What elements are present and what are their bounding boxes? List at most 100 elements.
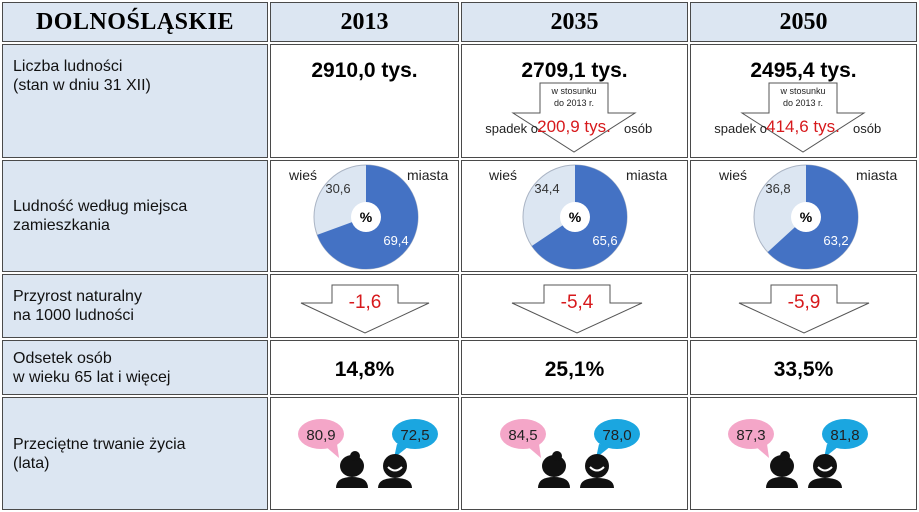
residence-cell-2050: wieś miasta % 36,8 63,2	[690, 160, 917, 272]
row-label-line2: (lata)	[13, 454, 50, 472]
elderly-cell-2050: 33,5%	[690, 340, 917, 395]
urban-label: miasta	[626, 167, 667, 183]
man-icon	[808, 454, 842, 488]
men-life-expectancy: 78,0	[602, 427, 631, 444]
row-label-line1: Przeciętne trwanie życia	[13, 435, 186, 453]
elderly-cell-2035: 25,1%	[461, 340, 688, 395]
population-cell-2013: 2910,0 tys.	[270, 44, 459, 158]
women-bubble	[500, 419, 546, 458]
urban-share-label: 63,2	[823, 233, 848, 248]
pie-slices	[522, 164, 628, 270]
decline-note-2: do 2013 r.	[783, 98, 823, 108]
life-cell-2050: 87,3 81,8	[690, 397, 917, 510]
row-label-natural-increase: Przyrost naturalny na 1000 ludności	[2, 274, 268, 338]
year-header-2050: 2050	[690, 2, 917, 42]
natural-increase-cell-2013: -1,6	[270, 274, 459, 338]
pie-center-label: %	[360, 209, 373, 225]
men-life-expectancy: 72,5	[400, 427, 429, 444]
men-life-expectancy: 81,8	[830, 427, 859, 444]
population-cell-2035: 2709,1 tys. w stosunku do 2013 r. spadek…	[461, 44, 688, 158]
decline-suffix: osób	[624, 121, 652, 136]
region-header: DOLNOŚLĄSKIE	[2, 2, 268, 42]
population-value: 2709,1 tys.	[521, 59, 628, 82]
year-header-2035: 2035	[461, 2, 688, 42]
decline-value: 200,9 tys.	[537, 117, 611, 136]
row-label-population: Liczba ludności (stan w dniu 31 XII)	[2, 44, 268, 158]
decline-value: 414,6 tys.	[766, 117, 840, 136]
row-label-elderly: Odsetek osób w wieku 65 lat i więcej	[2, 340, 268, 395]
natural-increase-cell-2050: -5,9	[690, 274, 917, 338]
life-expectancy-graphic: 84,5 78,0	[500, 419, 640, 488]
women-bubble	[728, 419, 774, 458]
women-bubble	[298, 419, 344, 458]
residence-cell-2035: wieś miasta % 34,4 65,6	[461, 160, 688, 272]
year-header-2013: 2013	[270, 2, 459, 42]
elderly-cell-2013: 14,8%	[270, 340, 459, 395]
life-cell-2013: 80,9 72,5	[270, 397, 459, 510]
elderly-share-value: 14,8%	[334, 358, 395, 381]
row-label-line2: (stan w dniu 31 XII)	[13, 77, 151, 94]
natural-increase-cell-2035: -5,4	[461, 274, 688, 338]
women-life-expectancy: 80,9	[306, 427, 335, 444]
population-cell-2050: 2495,4 tys. w stosunku do 2013 r. spadek…	[690, 44, 917, 158]
women-life-expectancy: 84,5	[508, 427, 537, 444]
rural-label: wieś	[488, 167, 517, 183]
decline-prefix: spadek o	[485, 121, 538, 136]
urban-label: miasta	[856, 167, 897, 183]
down-arrow: -1,6	[300, 284, 430, 334]
residence-cell-2013: wieś miasta % 30,6 69,4	[270, 160, 459, 272]
pie-slices	[753, 164, 859, 270]
woman-icon	[336, 451, 368, 488]
elderly-share-value: 25,1%	[544, 358, 605, 381]
pie-center	[560, 202, 590, 232]
natural-increase-value: -5,4	[561, 292, 594, 313]
elderly-share-value: 33,5%	[773, 358, 834, 381]
decline-note-1: w stosunku	[779, 86, 825, 96]
life-expectancy-graphic: 80,9 72,5	[298, 419, 438, 488]
woman-icon	[766, 451, 798, 488]
rural-share-label: 30,6	[325, 181, 350, 196]
row-label-line2: w wieku 65 lat i więcej	[13, 368, 171, 386]
woman-icon	[538, 451, 570, 488]
life-cell-2035: 84,5 78,0	[461, 397, 688, 510]
row-label-line1: Ludność według miejsca	[13, 198, 188, 215]
row-label-residence: Ludność według miejsca zamieszkania	[2, 160, 268, 272]
pie-center-label: %	[569, 209, 582, 225]
residence-pie-chart: wieś miasta % 30,6 69,4	[288, 164, 448, 270]
rural-label: wieś	[718, 167, 747, 183]
natural-increase-value: -5,9	[788, 292, 821, 313]
row-label-line1: Liczba ludności	[13, 58, 123, 75]
down-arrow: -5,9	[738, 284, 870, 334]
decline-note-1: w stosunku	[550, 86, 596, 96]
urban-label: miasta	[407, 167, 448, 183]
pie-center	[351, 202, 381, 232]
row-label-line2: na 1000 ludności	[13, 307, 134, 324]
women-life-expectancy: 87,3	[736, 427, 765, 444]
decline-arrow: w stosunku do 2013 r. spadek o 414,6 tys…	[714, 82, 881, 153]
decline-note-2: do 2013 r.	[554, 98, 594, 108]
man-icon	[378, 454, 412, 488]
population-value: 2910,0 tys.	[311, 59, 418, 82]
urban-share-label: 65,6	[592, 233, 617, 248]
pie-center-label: %	[800, 209, 813, 225]
row-label-line1: Przyrost naturalny	[13, 288, 142, 305]
decline-suffix: osób	[853, 121, 881, 136]
natural-increase-value: -1,6	[349, 292, 382, 313]
residence-pie-chart: wieś miasta % 36,8 63,2	[718, 164, 897, 270]
rural-label: wieś	[288, 167, 317, 183]
man-icon	[580, 454, 614, 488]
decline-arrow: w stosunku do 2013 r. spadek o 200,9 tys…	[485, 82, 652, 153]
decline-prefix: spadek o	[714, 121, 767, 136]
residence-pie-chart: wieś miasta % 34,4 65,6	[488, 164, 667, 270]
pie-center	[791, 202, 821, 232]
row-label-line1: Odsetek osób	[13, 349, 112, 367]
population-value: 2495,4 tys.	[750, 59, 857, 82]
row-label-life-expectancy: Przeciętne trwanie życia (lata)	[2, 397, 268, 510]
rural-share-label: 34,4	[534, 181, 559, 196]
down-arrow: -5,4	[511, 284, 643, 334]
life-expectancy-graphic: 87,3 81,8	[728, 419, 868, 488]
urban-share-label: 69,4	[383, 233, 408, 248]
pie-slices	[313, 164, 419, 270]
rural-share-label: 36,8	[765, 181, 790, 196]
